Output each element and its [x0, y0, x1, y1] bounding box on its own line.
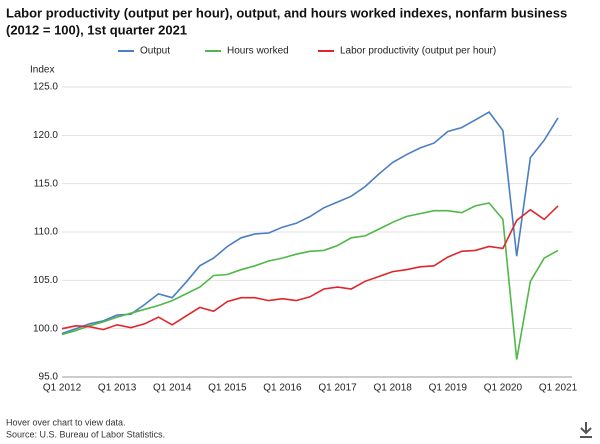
x-tick-label: Q1 2018	[373, 383, 412, 394]
note: Source: U.S. Bureau of Labor Statistics.	[6, 429, 165, 439]
chart-subtitle: (2012 = 100), 1st quarter 2021	[6, 22, 187, 37]
y-tick-label: 120.0	[33, 130, 58, 141]
series-line	[61, 205, 559, 331]
series-line	[61, 111, 559, 335]
y-tick-label: 100.0	[33, 323, 58, 334]
legend-label: Labor productivity (output per hour)	[340, 46, 496, 57]
x-tick-label: Q1 2017	[318, 383, 357, 394]
x-tick-label: Q1 2021	[539, 383, 578, 394]
download-icon[interactable]	[580, 422, 592, 438]
y-tick-label: 110.0	[34, 227, 59, 238]
y-tick-label: 125.0	[33, 82, 58, 93]
chart-title: Labor productivity (output per hour), ou…	[6, 5, 567, 20]
y-axis-label: Index	[30, 65, 54, 76]
x-tick-label: Q1 2016	[263, 383, 302, 394]
x-tick-label: Q1 2015	[208, 383, 247, 394]
x-tick-label: Q1 2019	[429, 383, 468, 394]
y-tick-label: 95.0	[39, 372, 59, 383]
y-tick-label: 105.0	[33, 275, 58, 286]
series-line	[61, 202, 559, 360]
legend-label: Hours worked	[227, 46, 289, 57]
x-tick-label: Q1 2020	[484, 383, 523, 394]
legend-label: Output	[140, 46, 170, 57]
x-tick-label: Q1 2012	[43, 383, 82, 394]
y-tick-label: 115.0	[34, 178, 59, 189]
x-tick-label: Q1 2014	[153, 383, 192, 394]
x-tick-label: Q1 2013	[98, 383, 137, 394]
note: Hover over chart to view data.	[6, 417, 126, 427]
